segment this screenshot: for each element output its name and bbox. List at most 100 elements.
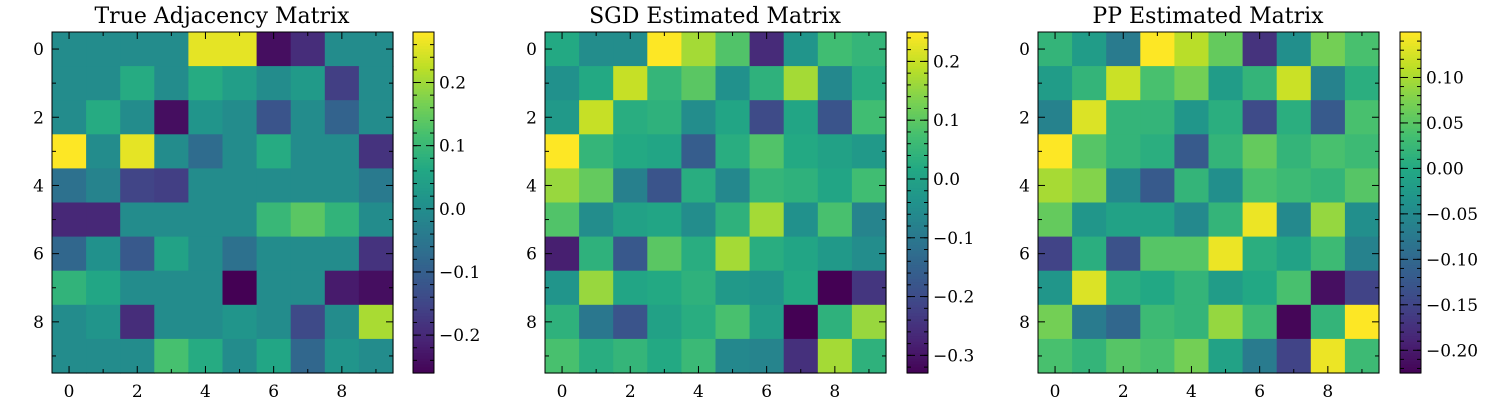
colorbar-segment [907,225,928,229]
colorbar-segment [907,282,928,286]
colorbar-segment [1400,100,1421,104]
colorbar-segment [413,105,434,110]
colorbar-segment [1400,151,1421,155]
colorbar-tick-label: 0.0 [933,170,960,190]
colorbar-segment [1400,353,1421,357]
colorbar-segment [907,341,928,346]
colorbar-segment [413,313,434,317]
colorbar-segment [1400,51,1421,56]
heatmap-cell [1208,66,1244,101]
colorbar-segment [907,54,928,59]
y-tick-label: 4 [1019,176,1030,196]
colorbar-segment [907,304,928,309]
colorbar-segment [1400,205,1421,209]
heatmap-cell [1344,66,1380,101]
heatmap-cell [613,168,648,204]
colorbar-segment [413,219,434,223]
colorbar-segment [907,159,928,164]
colorbar-segment [1400,179,1421,184]
colorbar-segment [1400,284,1421,289]
heatmap-cell [154,32,189,67]
heatmap-cell [120,304,155,340]
colorbar-segment [413,46,434,50]
colorbar-segment [413,103,434,107]
heatmap-cell [749,270,785,306]
heatmap-cell [783,304,819,340]
colorbar-segment [907,245,928,249]
heatmap-cell [222,338,258,374]
heatmap-cell [1242,270,1278,306]
y-tick-label: 6 [1019,245,1030,265]
heatmap-cell [86,202,121,238]
colorbar-segment [413,151,434,155]
heatmap-cell [324,168,360,204]
colorbar-segment [907,358,928,363]
colorbar-segment [413,205,434,209]
colorbar-segment [1400,105,1421,110]
colorbar-segment [1400,267,1421,272]
colorbar-segment [907,347,928,351]
heatmap-cell [1072,270,1107,306]
colorbar-segment [1400,239,1421,243]
colorbar-segment [1400,174,1421,178]
heatmap-cell [851,202,887,238]
y-tick-label: 2 [526,108,537,128]
colorbar-tick-label: 0.2 [933,52,960,72]
colorbar-segment [1400,202,1421,206]
panel-title: SGD Estimated Matrix [589,4,841,29]
heatmap-cell [256,100,292,135]
heatmap-cell [545,66,580,101]
colorbar-segment [907,151,928,155]
heatmap-cell [52,202,87,238]
heatmap-cell [681,304,717,340]
heatmap-cell [222,32,258,67]
heatmap-cell [324,202,360,238]
colorbar-segment [907,208,928,212]
colorbar-segment [413,68,434,73]
colorbar-segment [907,287,928,292]
colorbar-segment [907,296,928,300]
colorbar-segment [907,219,928,223]
colorbar-segment [1400,290,1421,295]
heatmap-cell [1072,32,1107,67]
heatmap-cell [358,338,394,374]
colorbar-segment [907,171,928,175]
colorbar-segment [907,213,928,218]
colorbar-segment [413,262,434,266]
colorbar-segment [1400,347,1421,351]
heatmap-cell [715,202,751,238]
heatmap-cell [817,168,853,204]
heatmap-cell [647,32,682,67]
heatmap-cell [749,236,785,272]
colorbar-segment [1400,154,1421,158]
heatmap-cell [1208,338,1244,374]
colorbar-segment [907,196,928,201]
y-tick-label: 4 [526,176,537,196]
colorbar-segment [907,199,928,204]
colorbar-segment [413,316,434,320]
colorbar-segment [413,301,434,306]
colorbar-segment [413,324,434,329]
colorbar-segment [907,236,928,241]
colorbar-tick-label: 0.00 [1426,159,1464,179]
colorbar-segment [1400,287,1421,292]
heatmap-cell [1242,202,1278,238]
colorbar-segment [907,319,928,323]
heatmap-cell [783,134,819,169]
colorbar-segment [413,321,434,326]
heatmap-cell [1242,66,1278,101]
heatmap-cell [647,304,682,340]
heatmap-cell [290,338,326,374]
colorbar-segment [413,233,434,238]
colorbar-segment [1400,230,1421,235]
axes-frame [1037,31,1380,374]
heatmap-cell [120,236,155,272]
heatmap-cell [324,270,360,306]
colorbar-segment [907,228,928,232]
colorbar-segment [413,100,434,104]
heatmap-cell [86,134,121,169]
colorbar-segment [413,193,434,198]
heatmap-cell [1106,134,1141,169]
heatmap-cell [86,270,121,306]
colorbar-segment [413,299,434,303]
